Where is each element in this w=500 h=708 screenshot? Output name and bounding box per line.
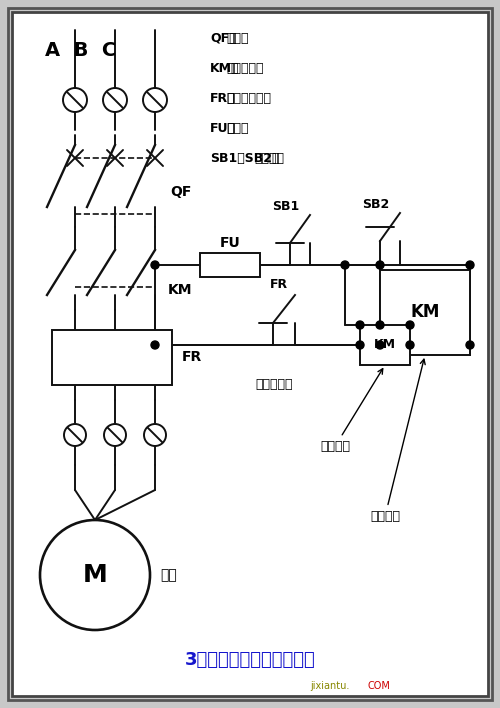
Circle shape — [406, 341, 414, 349]
Text: 3相电机启、停控制接线图: 3相电机启、停控制接线图 — [184, 651, 316, 669]
Text: 自锁触点: 自锁触点 — [320, 369, 382, 453]
Circle shape — [466, 261, 474, 269]
Text: KM: KM — [410, 303, 440, 321]
Bar — [52, 330, 172, 385]
Text: 吸合线圈: 吸合线圈 — [370, 359, 425, 523]
Text: A  B  C: A B C — [45, 40, 116, 59]
Circle shape — [376, 261, 384, 269]
Text: QF：: QF： — [210, 31, 236, 45]
Text: SB2: SB2 — [362, 198, 390, 212]
Text: 断路器: 断路器 — [226, 31, 249, 45]
Circle shape — [406, 321, 414, 329]
Text: jixiantu.: jixiantu. — [310, 681, 350, 691]
Text: 热过载保护: 热过载保护 — [255, 379, 292, 392]
Circle shape — [151, 261, 159, 269]
Circle shape — [376, 341, 384, 349]
Bar — [380, 270, 470, 355]
Text: FU：: FU： — [210, 122, 236, 135]
Text: 交流接触器: 交流接触器 — [226, 62, 264, 74]
Text: 热过载继电器: 热过载继电器 — [226, 91, 272, 105]
Circle shape — [466, 341, 474, 349]
Text: SB1、SB2：: SB1、SB2： — [210, 152, 280, 164]
Circle shape — [376, 321, 384, 329]
Text: KM：: KM： — [210, 62, 240, 74]
Text: QF: QF — [170, 185, 192, 199]
Text: M: M — [82, 563, 108, 587]
Text: 启停按钮: 启停按钮 — [254, 152, 284, 164]
Text: FR：: FR： — [210, 91, 236, 105]
Bar — [200, 253, 260, 277]
Text: FR: FR — [270, 278, 288, 292]
Text: COM: COM — [368, 681, 391, 691]
Text: 电机: 电机 — [160, 568, 177, 582]
Text: SB1: SB1 — [272, 200, 299, 214]
Circle shape — [341, 261, 349, 269]
Text: KM: KM — [168, 283, 192, 297]
Text: FR: FR — [182, 350, 202, 364]
Circle shape — [356, 341, 364, 349]
Circle shape — [151, 341, 159, 349]
Text: FU: FU — [220, 236, 240, 250]
Circle shape — [356, 321, 364, 329]
Text: KM: KM — [374, 338, 396, 351]
Text: 保险丝: 保险丝 — [226, 122, 249, 135]
Bar — [360, 325, 410, 365]
